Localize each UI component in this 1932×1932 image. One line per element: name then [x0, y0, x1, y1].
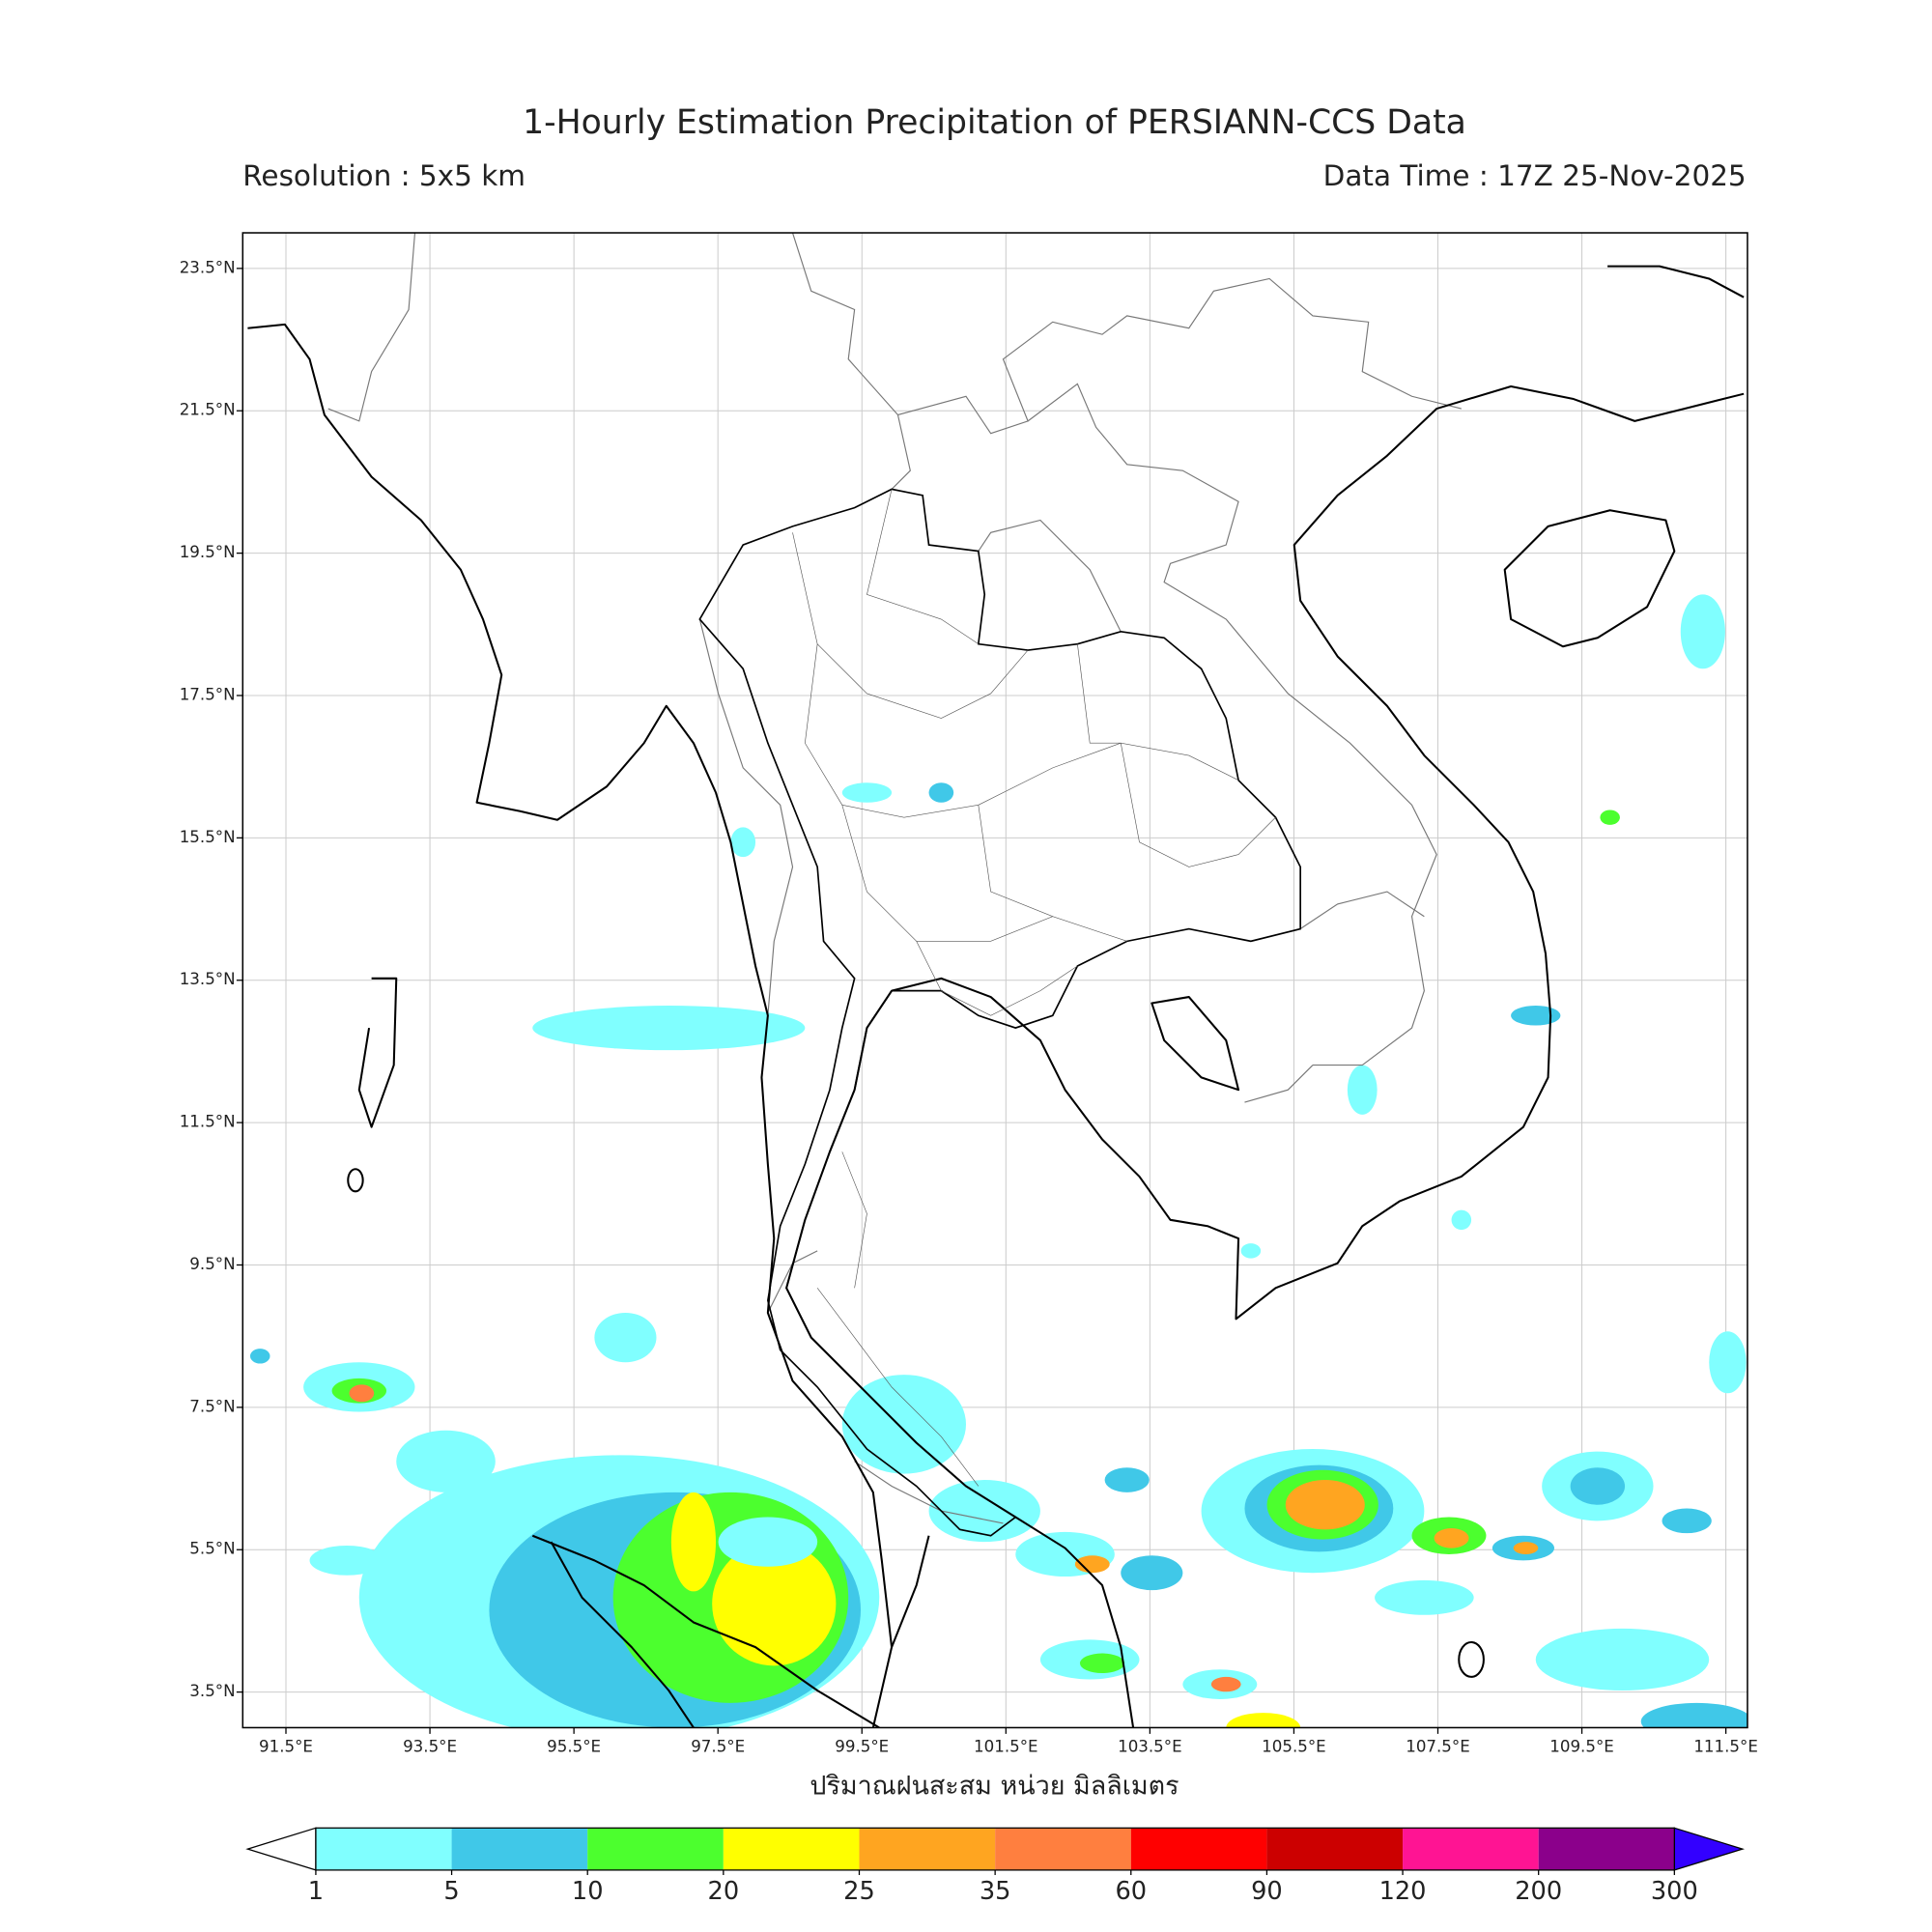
y-tick-label: 11.5°N — [180, 1113, 236, 1131]
rain-area — [1662, 1508, 1712, 1534]
x-tick-label: 103.5°E — [1118, 1737, 1182, 1755]
colorbar-segment — [1130, 1828, 1267, 1870]
x-tick-label: 91.5°E — [259, 1737, 313, 1755]
x-tick-label: 101.5°E — [974, 1737, 1038, 1755]
y-tick-label: 15.5°N — [180, 828, 236, 846]
rain-area — [1226, 1713, 1301, 1728]
y-tick-label: 9.5°N — [189, 1255, 235, 1273]
rain-area — [1434, 1528, 1469, 1548]
rain-area — [1570, 1467, 1626, 1505]
x-tick-label: 111.5°E — [1693, 1737, 1758, 1755]
title: 1-Hourly Estimation Precipitation of PER… — [523, 103, 1466, 142]
colorbar-label: 20 — [708, 1877, 740, 1906]
colorbar-label: 90 — [1251, 1877, 1283, 1906]
y-tick-label: 5.5°N — [189, 1540, 235, 1558]
colorbar-label: 25 — [843, 1877, 875, 1906]
rain-area — [1451, 1209, 1472, 1231]
colorbar-label: 60 — [1115, 1877, 1147, 1906]
rain-area — [1210, 1676, 1241, 1692]
x-tick-label: 93.5°E — [403, 1737, 457, 1755]
grid — [242, 233, 1747, 1728]
x-tick-label: 97.5°E — [691, 1737, 745, 1755]
colorbar-label: 300 — [1651, 1877, 1698, 1906]
y-tick-label: 7.5°N — [189, 1397, 235, 1415]
colorbar-segment — [1538, 1828, 1675, 1870]
colorbar-under — [245, 1827, 317, 1871]
x-tick-label: 95.5°E — [547, 1737, 601, 1755]
colorbar-over — [1673, 1827, 1746, 1871]
colorbar-label: 10 — [572, 1877, 604, 1906]
colorbar-segment — [1403, 1828, 1539, 1870]
rain-area — [1600, 810, 1620, 825]
subtitle-right: Data Time : 17Z 25-Nov-2025 — [1323, 159, 1747, 192]
borders — [327, 233, 1462, 1524]
rain-area — [1104, 1467, 1150, 1492]
rain-area — [1347, 1065, 1378, 1115]
x-tick-label: 107.5°E — [1406, 1737, 1470, 1755]
colorbar-label: 120 — [1379, 1877, 1427, 1906]
colorbar: 1 5 10 20 25 35 60 90 120 200 300 — [245, 1827, 1746, 1906]
rain-area — [1680, 594, 1725, 669]
rain-area — [841, 1375, 966, 1474]
y-tick-label: 13.5°N — [180, 970, 236, 988]
rain-area — [1511, 1006, 1561, 1026]
rain-area — [1121, 1555, 1183, 1591]
rain-area — [249, 1349, 270, 1364]
colorbar-segment — [451, 1828, 588, 1870]
rain-area — [1074, 1555, 1110, 1574]
x-tick-label: 105.5°E — [1262, 1737, 1326, 1755]
rain-area — [349, 1384, 375, 1403]
colorbar-label: 1 — [308, 1877, 324, 1906]
rain-area — [718, 1517, 818, 1567]
precipitation — [249, 594, 1747, 1728]
rain-area — [594, 1312, 657, 1363]
rain-area — [1640, 1702, 1747, 1728]
x-tick-label: 109.5°E — [1549, 1737, 1614, 1755]
axes: 91.5°E 93.5°E 95.5°E 97.5°E 99.5°E 101.5°E 103… — [180, 258, 1758, 1755]
thailand-provinces — [698, 488, 1301, 1537]
colorbar-segment — [315, 1828, 452, 1870]
rain-area — [1240, 1243, 1262, 1259]
rain-area — [730, 827, 756, 858]
rain-area — [1375, 1579, 1474, 1615]
y-tick-label: 17.5°N — [180, 685, 236, 703]
subtitle-left: Resolution : 5x5 km — [242, 159, 526, 192]
colorbar-label: 5 — [443, 1877, 459, 1906]
colorbar-segment — [1266, 1828, 1404, 1870]
rain-area — [928, 1480, 1040, 1543]
colorbar-segment — [859, 1828, 996, 1870]
rain-area — [1535, 1628, 1710, 1690]
rain-area — [928, 782, 954, 803]
rain-area — [712, 1542, 837, 1666]
rain-area — [1079, 1653, 1125, 1674]
colorbar-segment — [995, 1828, 1131, 1870]
colorbar-segment — [723, 1828, 860, 1870]
rain-area — [396, 1430, 496, 1492]
y-tick-label: 19.5°N — [180, 543, 236, 561]
rain-area — [1709, 1331, 1747, 1394]
rain-area — [532, 1006, 806, 1051]
x-axis-label: ปริมาณฝนสะสม หน่วย มิลลิเมตร — [810, 1772, 1179, 1802]
y-tick-label: 21.5°N — [180, 401, 236, 419]
colorbar-label: 35 — [980, 1877, 1011, 1906]
y-tick-label: 23.5°N — [180, 258, 236, 276]
rain-area — [309, 1546, 384, 1576]
y-tick-label: 3.5°N — [189, 1682, 235, 1700]
rain-area — [1285, 1480, 1365, 1530]
x-tick-label: 99.5°E — [835, 1737, 889, 1755]
rain-area — [1513, 1542, 1539, 1554]
rain-area — [841, 782, 893, 803]
rain-area — [670, 1492, 717, 1592]
colorbar-segment — [587, 1828, 724, 1870]
colorbar-label: 200 — [1515, 1877, 1562, 1906]
map-area — [242, 233, 1747, 1728]
